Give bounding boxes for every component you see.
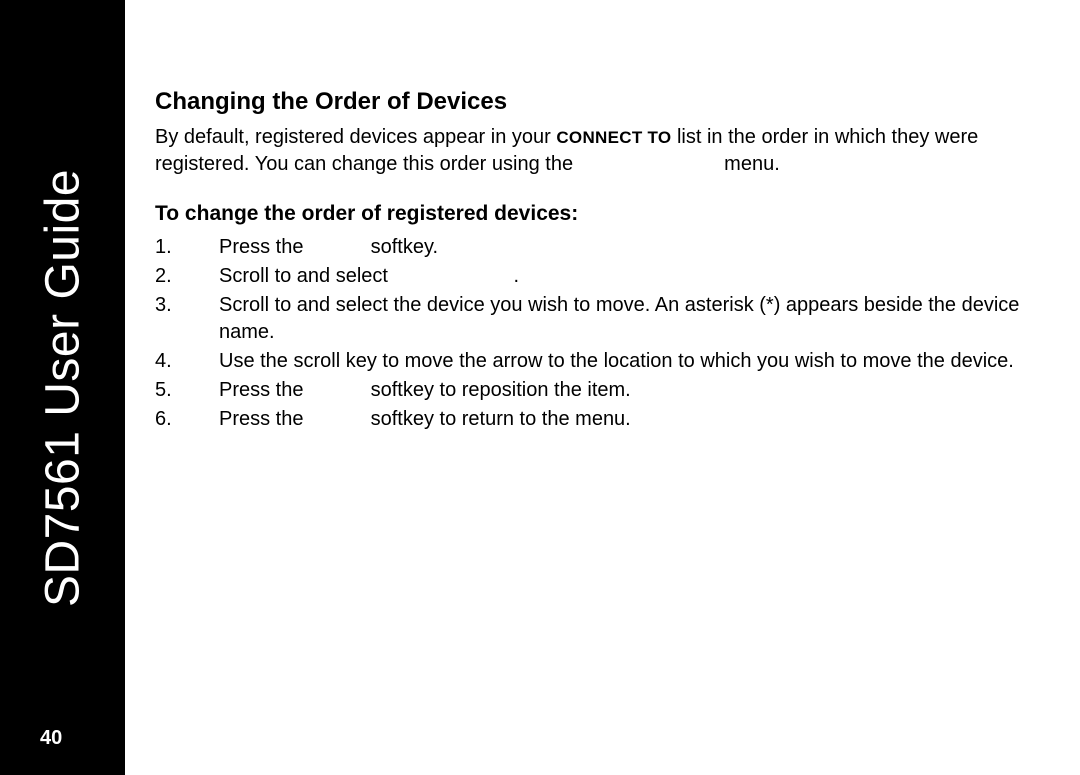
step-text-a: Press the [219,236,309,258]
list-item: 1. Press the softkey. [219,234,1050,261]
section-heading: Changing the Order of Devices [155,88,1050,116]
sidebar: SD7561 User Guide 40 [0,0,125,775]
step-text-b: softkey to return to the menu. [365,408,631,430]
step-number: 5. [155,377,203,404]
step-text-a: Use the scroll key to move the arrow to … [219,350,1014,372]
list-item: 3. Scroll to and select the device you w… [219,292,1050,346]
list-item: 4. Use the scroll key to move the arrow … [219,348,1050,375]
sub-heading: To change the order of registered device… [155,202,1050,226]
list-item: 2. Scroll to and select . [219,263,1050,290]
step-text-a: Press the [219,379,309,401]
step-text-a: Press the [219,408,309,430]
intro-paragraph: By default, registered devices appear in… [155,124,1050,178]
step-text-a: Scroll to and select the device you wish… [219,294,1019,343]
intro-text-3: menu. [719,153,780,175]
page-number: 40 [40,727,62,750]
document-title: SD7561 User Guide [35,168,90,606]
step-text-b: softkey. [365,236,438,258]
connect-to-label: CONNECT TO [556,128,671,147]
step-number: 3. [155,292,203,319]
step-number: 2. [155,263,203,290]
step-number: 4. [155,348,203,375]
list-item: 6. Press the softkey to return to the me… [219,406,1050,433]
step-text-a: Scroll to and select [219,265,394,287]
intro-text-1: By default, registered devices appear in… [155,126,556,148]
main-content: Changing the Order of Devices By default… [155,88,1050,435]
step-text-b: softkey to reposition the item. [365,379,631,401]
list-item: 5. Press the softkey to reposition the i… [219,377,1050,404]
steps-list: 1. Press the softkey. 2. Scroll to and s… [155,234,1050,433]
step-text-b: . [514,265,520,287]
step-number: 1. [155,234,203,261]
step-number: 6. [155,406,203,433]
